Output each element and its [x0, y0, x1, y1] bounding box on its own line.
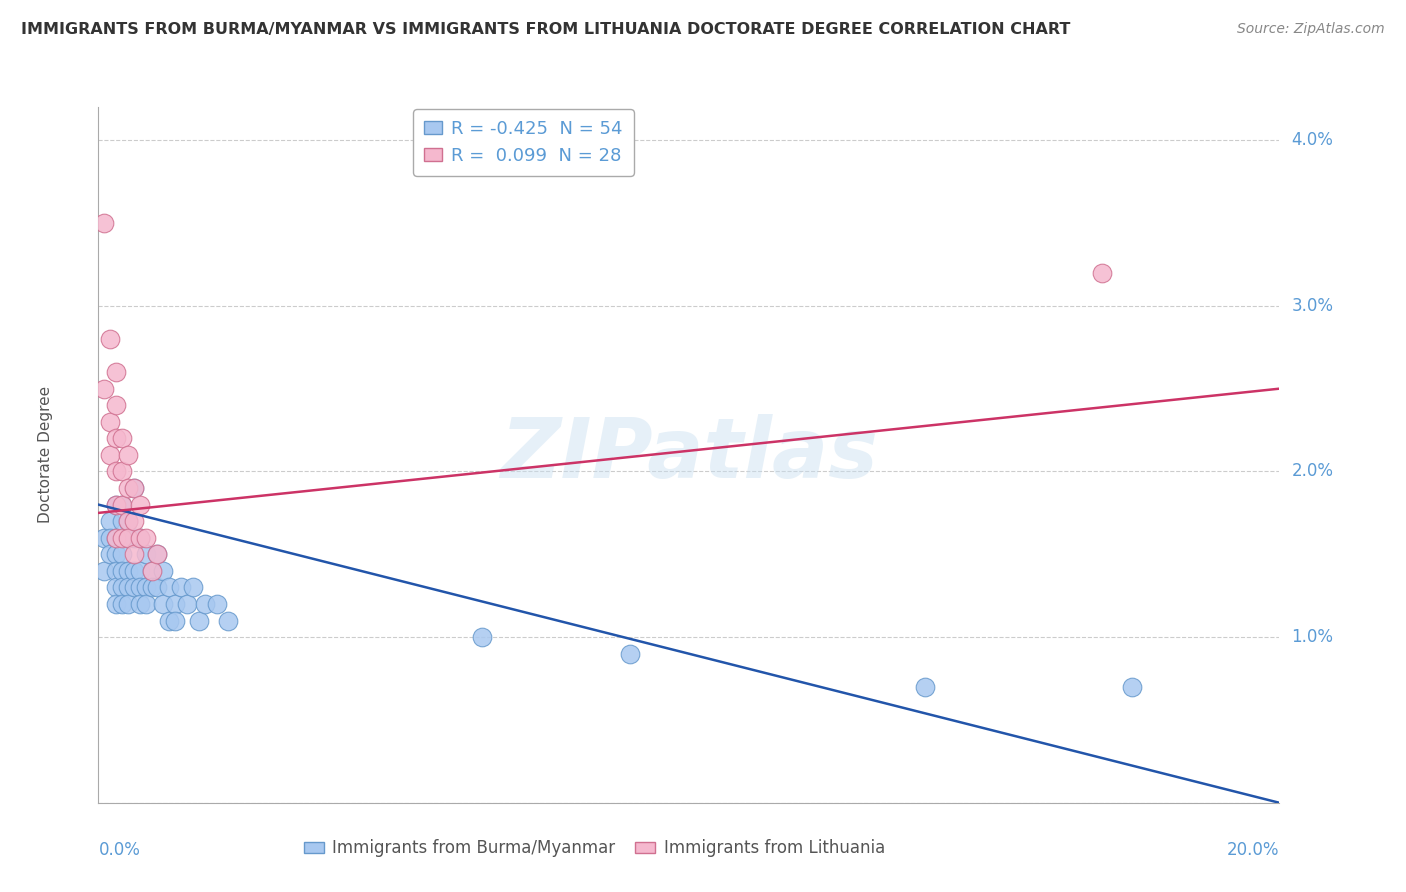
Point [98, 332, 121, 346]
Point [128, 498, 150, 512]
Legend: Immigrants from Burma/Myanmar, Immigrants from Lithuania: Immigrants from Burma/Myanmar, Immigrant… [297, 833, 891, 864]
Point [111, 564, 134, 578]
Point [117, 531, 139, 545]
Point [146, 547, 169, 561]
Text: 20.0%: 20.0% [1227, 841, 1279, 859]
Point [122, 481, 145, 495]
Point [194, 597, 217, 611]
Text: 2.0%: 2.0% [1291, 462, 1333, 481]
Point [98, 448, 121, 462]
Point [117, 581, 139, 595]
Point [105, 564, 128, 578]
Point [146, 581, 169, 595]
Point [98, 547, 121, 561]
Point [141, 581, 163, 595]
Point [135, 531, 157, 545]
Point [187, 614, 209, 628]
Point [111, 498, 134, 512]
Point [105, 531, 128, 545]
Point [111, 431, 134, 445]
Point [93, 531, 115, 545]
Text: ZIPatlas: ZIPatlas [501, 415, 877, 495]
Point [128, 597, 150, 611]
Point [117, 481, 139, 495]
Point [165, 614, 187, 628]
Point [128, 531, 150, 545]
Point [93, 382, 115, 396]
Point [117, 597, 139, 611]
Point [117, 448, 139, 462]
Point [111, 547, 134, 561]
Point [117, 564, 139, 578]
Text: Doctorate Degree: Doctorate Degree [38, 386, 53, 524]
Point [176, 597, 198, 611]
Point [105, 465, 128, 479]
Point [471, 630, 494, 644]
Point [141, 564, 163, 578]
Point [111, 597, 134, 611]
Point [111, 465, 134, 479]
Point [111, 514, 134, 528]
Point [157, 581, 180, 595]
Point [98, 531, 121, 545]
Point [1091, 266, 1114, 280]
Text: IMMIGRANTS FROM BURMA/MYANMAR VS IMMIGRANTS FROM LITHUANIA DOCTORATE DEGREE CORR: IMMIGRANTS FROM BURMA/MYANMAR VS IMMIGRA… [21, 22, 1070, 37]
Point [122, 481, 145, 495]
Point [122, 581, 145, 595]
Point [619, 647, 641, 661]
Point [105, 531, 128, 545]
Point [111, 581, 134, 595]
Point [105, 498, 128, 512]
Point [105, 597, 128, 611]
Point [135, 581, 157, 595]
Point [152, 564, 174, 578]
Point [128, 564, 150, 578]
Point [93, 564, 115, 578]
Point [122, 531, 145, 545]
Point [98, 415, 121, 429]
Text: Source: ZipAtlas.com: Source: ZipAtlas.com [1237, 22, 1385, 37]
Point [93, 216, 115, 230]
Point [146, 547, 169, 561]
Text: 4.0%: 4.0% [1291, 131, 1333, 149]
Point [914, 680, 936, 694]
Point [135, 547, 157, 561]
Point [105, 431, 128, 445]
Point [105, 581, 128, 595]
Point [122, 564, 145, 578]
Point [122, 547, 145, 561]
Point [141, 564, 163, 578]
Point [128, 581, 150, 595]
Point [117, 514, 139, 528]
Point [98, 514, 121, 528]
Text: 0.0%: 0.0% [98, 841, 141, 859]
Point [1121, 680, 1143, 694]
Point [117, 514, 139, 528]
Point [181, 581, 204, 595]
Point [135, 597, 157, 611]
Point [122, 514, 145, 528]
Point [152, 597, 174, 611]
Text: 3.0%: 3.0% [1291, 297, 1333, 315]
Point [170, 581, 193, 595]
Point [111, 498, 134, 512]
Text: 1.0%: 1.0% [1291, 628, 1333, 646]
Point [105, 398, 128, 412]
Point [105, 547, 128, 561]
Point [117, 531, 139, 545]
Point [157, 614, 180, 628]
Point [128, 531, 150, 545]
Point [165, 597, 187, 611]
Point [205, 597, 228, 611]
Point [217, 614, 239, 628]
Point [105, 365, 128, 379]
Point [105, 498, 128, 512]
Point [111, 531, 134, 545]
